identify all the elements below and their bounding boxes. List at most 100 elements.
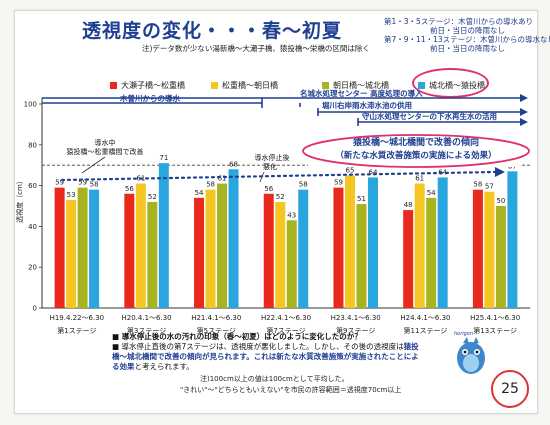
trend-arrow	[60, 170, 497, 182]
bar-value-label: 65	[346, 166, 355, 174]
caption-answer-text: ■ 導水停止直後の第7ステージは、透視度が悪化しました。しかし、その後の透視度は	[112, 342, 404, 351]
caption-answer-highlight: 猿投橋～城北橋間で改善の傾向が見られます。これは新たな水質改善施策が実施されたこ…	[112, 342, 419, 371]
category-label: H23.4.1～6.30	[331, 314, 381, 322]
stage-label: 第7ステージ	[266, 326, 305, 335]
category-label: H19.4.22～6.30	[50, 314, 105, 322]
caption-answer: ■ 導水停止直後の第7ステージは、透視度が悪化しました。しかし、その後の透視度は…	[112, 342, 420, 372]
bar-value-label: 58	[299, 181, 308, 189]
bar	[426, 197, 437, 308]
x-labels: H19.4.22～6.30 第1ステージ H20.4.1～6.30 第3ステージ H21…	[50, 314, 521, 335]
bar	[437, 177, 448, 308]
bar	[275, 201, 286, 308]
timeline-arrowhead	[520, 108, 528, 116]
stage-label: 第1ステージ	[57, 326, 96, 335]
legend-label: 松重橋～朝日橋	[222, 81, 278, 90]
bar	[414, 183, 425, 308]
bar-value-label: 43	[287, 211, 296, 219]
legend-label: 朝日橋～城北橋	[333, 81, 389, 90]
page-number: 25	[491, 370, 529, 408]
y-tick-label: 40	[28, 223, 37, 231]
bar-value-label: 51	[357, 195, 366, 203]
annotation-leader	[81, 156, 106, 174]
bar-value-label: 53	[67, 191, 76, 199]
bar	[403, 210, 414, 308]
y-tick-label: 100	[24, 101, 37, 109]
legend-item-1: 大瀬子橋～松重橋	[110, 80, 185, 91]
category-label: H24.4.1～6.30	[400, 314, 450, 322]
bar-value-label: 58	[90, 181, 99, 189]
bar	[298, 189, 309, 308]
annotation-during-diversion: 導水中	[95, 138, 116, 147]
timeline-moriyama-label: 守山水処理センターの下水再生水の活用	[362, 111, 497, 121]
trend-arrowhead	[495, 167, 505, 177]
y-tick-label: 80	[28, 141, 37, 149]
y-tick-label: 60	[28, 182, 37, 190]
mascot-label: horigon	[454, 331, 473, 337]
bar-value-label: 56	[125, 185, 134, 193]
trend-note-line2: （新たな水質改善施策の実施による効果）	[335, 150, 496, 161]
y-tick-label: 0	[33, 305, 37, 313]
bar-value-label: 52	[148, 193, 157, 201]
bar	[217, 183, 228, 308]
bar	[472, 189, 483, 308]
stage-label: 第3ステージ	[127, 326, 166, 335]
timeline: 木曽川からの導水 名城水処理センター 高度処理の導入 堀川右岸雨水滞水池の供用 …	[42, 88, 528, 126]
legend-swatch	[110, 82, 117, 89]
category-label: H21.4.1～6.30	[191, 314, 241, 322]
trend-note-line1: 猿投橋～城北橋間で改善の傾向	[352, 136, 479, 148]
bar	[135, 183, 146, 308]
y-tick-label: 20	[28, 264, 37, 272]
highlight-ring	[412, 68, 489, 98]
bar	[286, 220, 297, 308]
caption-question: ■ 導水停止後の水の汚れの印象（春～初夏）はどのように変化したのか？	[112, 332, 362, 341]
slide-subtitle: 注)データ数が少ない湯新橋～大瀬子橋、猿投橋～栄橋の区間は除く	[142, 44, 370, 53]
timeline-arrowhead	[520, 94, 528, 102]
timeline-kisogawa-label: 木曽川からの導水	[119, 93, 180, 103]
bar-value-label: 54	[195, 189, 204, 197]
condition-note-2: 前日・当日の降雨なし	[430, 26, 505, 35]
bar	[228, 169, 239, 308]
legend-item-2: 松重橋～朝日橋	[211, 80, 278, 91]
timeline-arrowhead	[520, 118, 528, 126]
bar	[158, 163, 169, 308]
bar	[495, 206, 506, 308]
slide-title: 透視度の変化・・・春～初夏	[82, 20, 343, 42]
annotations: 導水中 猿投橋～松重橋間で改善 導水停止後 悪化 猿投橋～城北橋間で改善の傾向 …	[67, 133, 530, 183]
category-label: H25.4.1～6.30	[470, 314, 520, 322]
bar-value-label: 64	[369, 168, 378, 176]
bar-value-label: 59	[55, 179, 64, 187]
stage-label: 第9ステージ	[336, 326, 375, 335]
bar-value-label: 68	[229, 160, 238, 168]
bar	[484, 191, 495, 308]
category-label: H22.4.1～6.30	[261, 314, 311, 322]
bar-value-label: 56	[264, 185, 273, 193]
bar-value-label: 58	[206, 181, 215, 189]
bar-value-label: 71	[159, 154, 168, 162]
y-ticks: 0 20 40 60 80 100	[24, 101, 42, 313]
bar	[89, 189, 100, 308]
bar-value-label: 64	[438, 168, 447, 176]
timeline-horikawa-label: 堀川右岸雨水滞水池の供用	[322, 100, 412, 110]
bar	[263, 193, 274, 308]
legend-swatch	[322, 82, 329, 89]
mascot-icon: horigon	[454, 331, 485, 374]
bar-value-label: 58	[473, 181, 482, 189]
y-axis-label: 透視度（cm）	[15, 177, 24, 223]
timeline-meijo-label: 名城水処理センター 高度処理の導入	[300, 88, 423, 98]
condition-note-1: 第1・3・5ステージ：木曽川からの導水あり	[384, 17, 534, 26]
bar	[194, 197, 205, 308]
bar-value-label: 52	[276, 193, 285, 201]
stage-label: 第11ステージ	[404, 326, 448, 335]
caption-answer-end: と考えられます。	[134, 362, 194, 371]
category-label: H20.4.1～6.30	[122, 314, 172, 322]
legend-label: 大瀬子橋～松重橋	[121, 81, 185, 90]
bar	[77, 187, 88, 308]
bar	[66, 199, 77, 308]
bar	[147, 201, 158, 308]
stage-label: 第5ステージ	[197, 326, 236, 335]
stage-label: 第13ステージ	[473, 326, 517, 335]
legend-item-3: 朝日橋～城北橋	[322, 80, 389, 91]
bar	[205, 189, 216, 308]
annotation-after-stop: 導水停止後	[255, 153, 290, 162]
bar-value-label: 54	[427, 189, 436, 197]
